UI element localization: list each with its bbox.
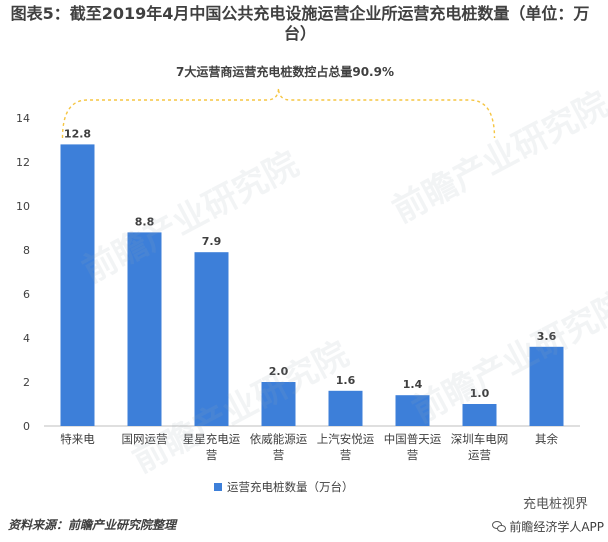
legend-label: 运营充电桩数量（万台） (227, 480, 354, 494)
chart-title: 图表5：截至2019年4月中国公共充电设施运营企业所运营充电桩数量（单位：万台） (10, 4, 590, 43)
x-tick-label: 深圳车电网 (451, 432, 509, 446)
x-tick-label: 中国普天运 (384, 432, 442, 446)
bar (127, 232, 162, 426)
bar-value-label: 7.9 (202, 235, 222, 248)
bar (529, 346, 564, 426)
annotation-label: 7大运营商运营充电桩数控占总量90.9% (176, 64, 394, 79)
x-tick-label: 其余 (535, 432, 558, 446)
x-tick-label: 上汽安悦运 (317, 432, 375, 446)
y-tick-label: 0 (23, 420, 30, 433)
x-tick-label: 运营 (468, 448, 491, 462)
bar-value-label: 1.4 (403, 378, 423, 391)
bar-value-label: 3.6 (537, 330, 557, 343)
y-tick-label: 10 (16, 200, 30, 213)
source-note: 资料来源：前瞻产业研究院整理 (8, 518, 177, 532)
y-tick-label: 2 (23, 376, 30, 389)
x-tick-label: 依威能源运 (250, 432, 308, 446)
y-tick-label: 8 (23, 244, 30, 257)
bar (395, 395, 430, 426)
brand-label: 前瞻经济学人APP (509, 520, 604, 534)
bar-value-label: 12.8 (64, 127, 91, 140)
bar (194, 252, 229, 426)
y-tick-label: 12 (16, 156, 30, 169)
y-tick-label: 14 (16, 112, 30, 125)
x-tick-label: 营 (273, 448, 285, 462)
x-tick-label: 营 (407, 448, 419, 462)
wechat-icon (492, 521, 507, 532)
bar-value-label: 1.0 (470, 387, 490, 400)
bar-value-label: 2.0 (269, 365, 289, 378)
bar-value-label: 8.8 (135, 215, 155, 228)
x-tick-label: 特来电 (60, 432, 95, 446)
bar-value-label: 1.6 (336, 374, 356, 387)
x-tick-label: 星星充电运 (183, 432, 241, 446)
bar (462, 404, 497, 426)
x-tick-label: 国网运营 (122, 432, 168, 446)
x-tick-label: 营 (206, 448, 218, 462)
brand-footer: 前瞻经济学人APP (492, 518, 604, 535)
bar (261, 382, 296, 426)
bar (60, 144, 95, 426)
y-tick-label: 4 (23, 332, 30, 345)
x-tick-label: 营 (340, 448, 352, 462)
y-tick-label: 6 (23, 288, 30, 301)
legend-swatch (214, 483, 222, 491)
brand-top: 充电桩视界 (522, 497, 588, 512)
bar (328, 390, 363, 426)
bracket-annotation (61, 87, 496, 139)
